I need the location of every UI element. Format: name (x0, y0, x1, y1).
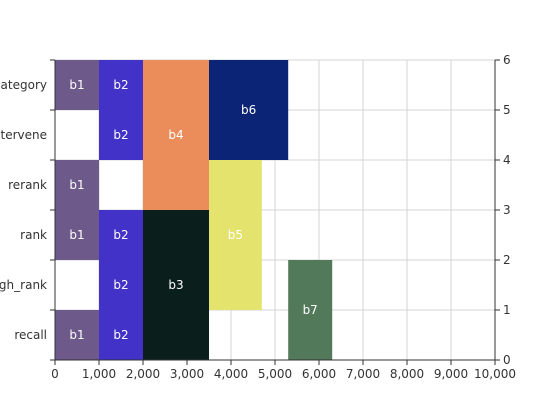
block-label: b1 (69, 328, 84, 342)
x-tick-label: 9,000 (434, 367, 468, 381)
block-b2 (99, 210, 143, 260)
block-label: b5 (228, 228, 243, 242)
x-tick-label: 10,000 (474, 367, 516, 381)
block-label: b7 (303, 303, 318, 317)
block-b1 (55, 310, 99, 360)
y-right-tick-label: 3 (503, 203, 511, 217)
y-left-category-label: rerank (8, 178, 47, 192)
block-label: b3 (168, 278, 183, 292)
y-left-category-label: recall (14, 328, 47, 342)
axes: 0 1,000 2,000 3,000 4,000 5,000 6,000 7,000 8,00… (0, 53, 516, 381)
x-tick-label: 3,000 (170, 367, 204, 381)
blocks: b1 b1 b1 b1 b2 b2 b2 b2 b2 b3 b4 b5 b6 b7 (55, 60, 333, 360)
block-b7 (288, 260, 333, 360)
x-tick-label: 6,000 (302, 367, 336, 381)
x-tick-label: 8,000 (390, 367, 424, 381)
block-label: b2 (113, 128, 128, 142)
block-label: b6 (241, 103, 256, 117)
block-b2 (99, 260, 143, 310)
y-right-tick-label: 0 (503, 353, 511, 367)
block-b1 (55, 160, 99, 210)
y-right-tick-label: 2 (503, 253, 511, 267)
y-right-tick-label: 1 (503, 303, 511, 317)
y-right-tick-label: 6 (503, 53, 511, 67)
x-tick-label: 0 (51, 367, 59, 381)
block-b3 (143, 210, 209, 360)
y-left-category-label: rank (20, 228, 47, 242)
block-label: b2 (113, 228, 128, 242)
y-left-category-label: category (0, 78, 47, 92)
block-b2 (99, 60, 143, 110)
y-left-category-label: ntervene (0, 128, 47, 142)
y-left-category-label: ugh_rank (0, 278, 47, 292)
block-b4 (143, 60, 209, 210)
x-tick-label: 7,000 (346, 367, 380, 381)
block-b2 (99, 110, 143, 160)
block-label: b1 (69, 228, 84, 242)
x-tick-label: 4,000 (214, 367, 248, 381)
block-label: b2 (113, 78, 128, 92)
block-label: b4 (168, 128, 183, 142)
block-b1 (55, 210, 99, 260)
y-right-tick-label: 5 (503, 103, 511, 117)
block-b2 (99, 310, 143, 360)
block-label: b1 (69, 178, 84, 192)
block-b5 (209, 160, 262, 310)
block-b6 (209, 60, 289, 160)
block-label: b1 (69, 78, 84, 92)
x-tick-label: 2,000 (126, 367, 160, 381)
block-b1 (55, 60, 99, 110)
x-tick-label: 5,000 (258, 367, 292, 381)
y-right-tick-label: 4 (503, 153, 511, 167)
block-label: b2 (113, 278, 128, 292)
x-tick-label: 1,000 (82, 367, 116, 381)
block-label: b2 (113, 328, 128, 342)
